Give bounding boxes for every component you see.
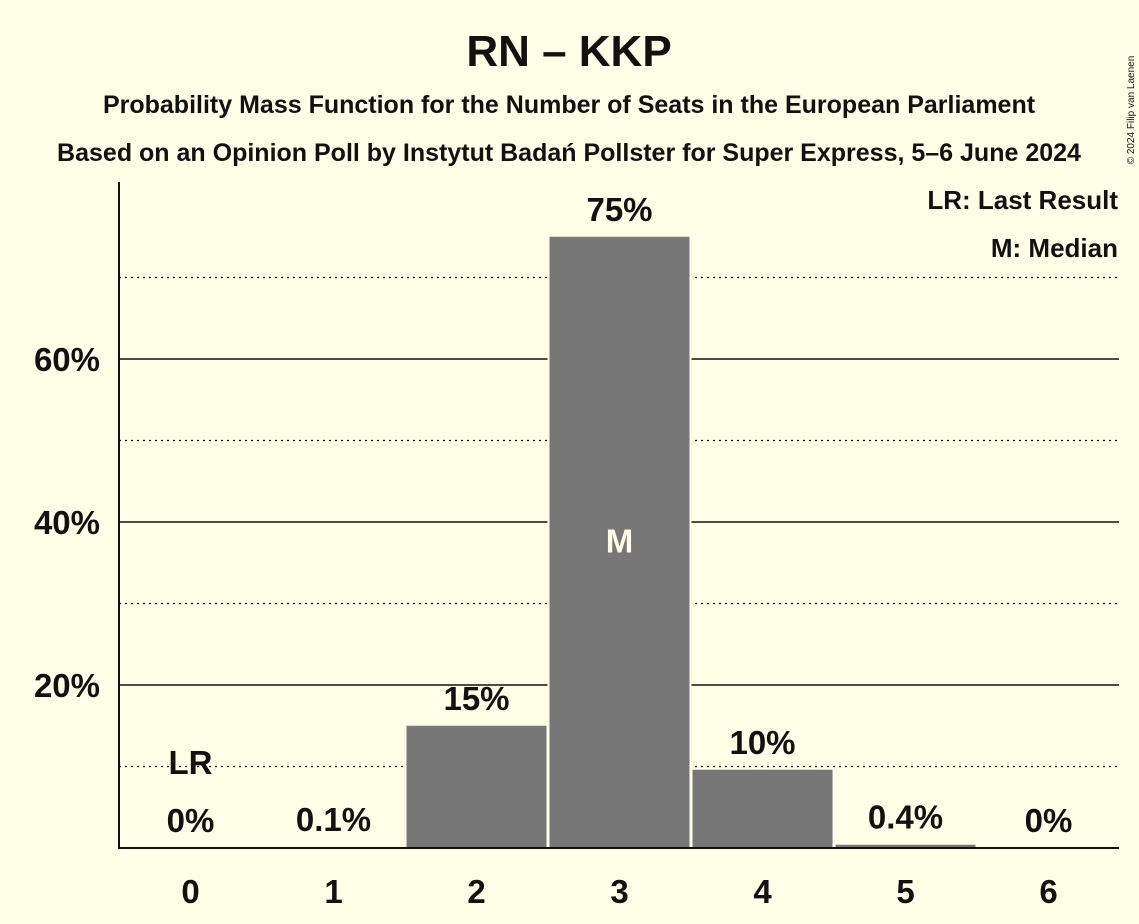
median-marker: M xyxy=(606,522,634,559)
axes xyxy=(118,182,1119,849)
last-result-marker: LR xyxy=(169,744,213,781)
bar xyxy=(549,236,690,848)
chart-subtitle-1: Probability Mass Function for the Number… xyxy=(103,91,1036,119)
legend-median: M: Median xyxy=(991,233,1118,263)
labels: 20% 40% 60% 0% 0 LR 0.1% 1 15% 2 75% 3 M 10% 4 0.4% 5 0% 6 xyxy=(34,191,1072,910)
bar-value-label: 0% xyxy=(167,802,215,839)
x-tick-label: 6 xyxy=(1039,873,1057,910)
bar-value-label: 0.4% xyxy=(868,799,943,836)
chart-title: RN – KKP xyxy=(466,27,671,76)
bar-value-label: 10% xyxy=(729,724,795,761)
chart-subtitle-2: Based on an Opinion Poll by Instytut Bad… xyxy=(57,139,1081,167)
bar xyxy=(835,844,976,848)
bar xyxy=(692,769,833,848)
x-tick-label: 5 xyxy=(896,873,914,910)
x-tick-label: 4 xyxy=(753,873,772,910)
bar-gap xyxy=(261,845,406,848)
x-tick-label: 3 xyxy=(610,873,628,910)
legend-last-result: LR: Last Result xyxy=(927,185,1118,215)
copyright-text: © 2024 Filip van Laenen xyxy=(1126,56,1137,165)
x-tick-label: 1 xyxy=(324,873,342,910)
bar-value-label: 0.1% xyxy=(296,801,371,838)
bar xyxy=(406,725,547,848)
bar-value-label: 75% xyxy=(586,191,652,228)
bar-value-label: 0% xyxy=(1025,802,1073,839)
x-tick-label: 0 xyxy=(181,873,199,910)
y-tick-label: 60% xyxy=(34,341,100,378)
x-tick-label: 2 xyxy=(467,873,485,910)
bars xyxy=(261,234,978,848)
y-tick-label: 20% xyxy=(34,667,100,704)
bar-value-label: 15% xyxy=(443,680,509,717)
y-tick-label: 40% xyxy=(34,504,100,541)
